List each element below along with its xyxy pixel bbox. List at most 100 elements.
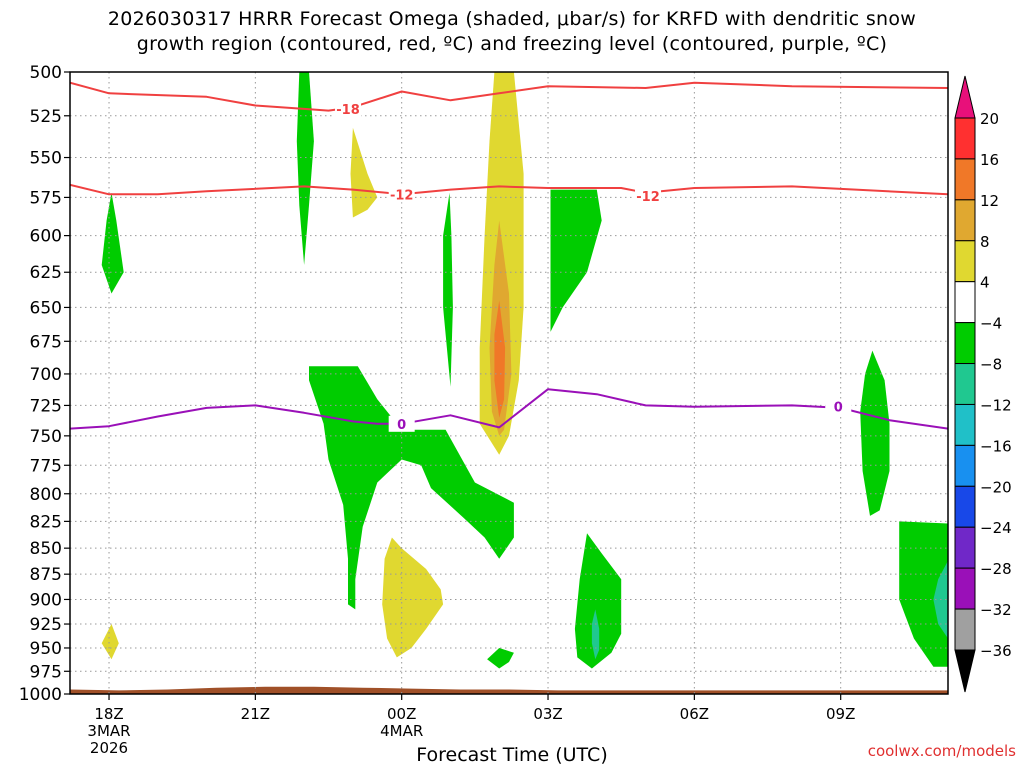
colorbar-label: 4 (980, 274, 990, 292)
colorbar: 20 16 12 8 4 −4 −8 −12 −16 −20 −24 −28 −32 −36 (954, 75, 1012, 693)
y-tick-label: 825 (30, 512, 62, 532)
omega-region-15 (899, 521, 948, 667)
contour-line-m12 (70, 183, 948, 196)
omega-region-6 (494, 300, 506, 418)
colorbar-label: 16 (980, 151, 999, 169)
colorbar-label: −32 (980, 601, 1012, 619)
colorbar-swatch-2 (954, 199, 976, 242)
colorbar-swatch-9 (954, 485, 976, 528)
x-tick-label: 18Z (94, 705, 123, 723)
colorbar-swatch-5 (954, 322, 976, 365)
y-tick-label: 575 (30, 188, 62, 208)
y-tick-label: 600 (30, 227, 62, 247)
omega-region-3 (443, 192, 453, 387)
x-tick-label: 21Z (241, 705, 270, 723)
omega-region-13 (101, 624, 119, 660)
contour-label-bg (335, 100, 362, 117)
chart-title-line-2: growth region (contoured, red, ºC) and f… (136, 33, 888, 55)
colorbar-bottom-arrow (954, 649, 976, 693)
omega-shading (101, 72, 948, 669)
contour-line-m18 (70, 81, 948, 112)
colorbar-swatch-3 (954, 240, 976, 283)
omega-region-1 (101, 192, 124, 294)
omega-region-2 (350, 127, 378, 218)
y-tick-label: 875 (30, 565, 62, 585)
x-tick-date: 4MAR (380, 722, 423, 740)
terrain-polygon (70, 686, 948, 694)
y-axis: 500 525 550 575 600 625 650 675 700 725 750 775 800 8… (19, 63, 70, 705)
contour-label: 0 (834, 401, 843, 416)
terrain-fill (70, 686, 948, 694)
colorbar-label: −16 (980, 437, 1012, 455)
x-tick-year: 2026 (90, 739, 128, 757)
colorbar-swatch-0 (954, 117, 976, 160)
colorbar-swatch-10 (954, 526, 976, 569)
x-tick-date: 3MAR (87, 722, 130, 740)
contour-label-bg (388, 186, 415, 203)
colorbar-swatch-7 (954, 403, 976, 446)
chart-title-line-1: 2026030317 HRRR Forecast Omega (shaded, … (107, 8, 917, 30)
plot-frame (69, 71, 949, 695)
contour-label: 0 (397, 418, 406, 433)
colorbar-swatch-6 (954, 363, 976, 405)
omega-region-12 (591, 609, 600, 660)
site-credit: coolwx.com/models (867, 742, 1016, 760)
temperature-contours: -18 -12 -12 0 0 (70, 81, 948, 433)
colorbar-label: −20 (980, 478, 1012, 496)
contour-label-bg (825, 398, 852, 415)
x-tick-label: 09Z (826, 705, 855, 723)
omega-region-11 (574, 533, 622, 669)
colorbar-label: −4 (980, 315, 1002, 333)
y-tick-label: 1000 (19, 685, 62, 705)
omega-region-8 (309, 366, 514, 610)
x-tick-label: 06Z (680, 705, 709, 723)
contour-label-bg (388, 415, 415, 432)
colorbar-label: 8 (980, 233, 990, 251)
colorbar-label: −36 (980, 642, 1012, 660)
y-tick-label: 900 (30, 590, 62, 610)
colorbar-label: −12 (980, 396, 1012, 414)
y-tick-label: 500 (30, 63, 62, 83)
contour-label-bg (635, 187, 662, 204)
x-axis-label: Forecast Time (UTC) (416, 744, 608, 766)
colorbar-label: −28 (980, 560, 1012, 578)
colorbar-label: −8 (980, 356, 1002, 374)
y-tick-label: 775 (30, 456, 62, 476)
y-tick-label: 975 (30, 662, 62, 682)
y-tick-label: 950 (30, 639, 62, 659)
y-tick-label: 800 (30, 485, 62, 505)
omega-region-10 (487, 648, 514, 669)
colorbar-label: −24 (980, 519, 1012, 537)
colorbar-swatch-4 (954, 281, 976, 324)
colorbar-label: 20 (980, 110, 999, 128)
y-tick-label: 650 (30, 298, 62, 318)
y-tick-label: 925 (30, 615, 62, 635)
y-tick-label: 550 (30, 149, 62, 169)
colorbar-swatch-1 (954, 158, 976, 201)
y-tick-label: 725 (30, 396, 62, 416)
omega-region-14 (860, 350, 890, 516)
colorbar-top-arrow (954, 75, 976, 119)
x-tick-label: 03Z (533, 705, 562, 723)
x-tick-label: 00Z (387, 705, 416, 723)
colorbar-swatch-8 (954, 444, 976, 487)
y-tick-label: 675 (30, 332, 62, 352)
y-tick-label: 700 (30, 365, 62, 385)
contour-label: -12 (390, 188, 414, 203)
colorbar-label: 12 (980, 192, 999, 210)
omega-region-9 (382, 537, 444, 658)
contour-label: -18 (336, 103, 360, 118)
omega-region-7 (550, 189, 602, 332)
omega-region-0 (296, 72, 314, 265)
y-tick-label: 525 (30, 107, 62, 127)
y-tick-label: 625 (30, 263, 62, 283)
colorbar-swatch-11 (954, 567, 976, 610)
y-tick-label: 850 (30, 539, 62, 559)
y-tick-label: 750 (30, 427, 62, 447)
contour-label: -12 (636, 190, 660, 205)
grid-lines (70, 72, 948, 694)
contour-line-0 (70, 388, 948, 430)
colorbar-swatch-12 (954, 608, 976, 651)
